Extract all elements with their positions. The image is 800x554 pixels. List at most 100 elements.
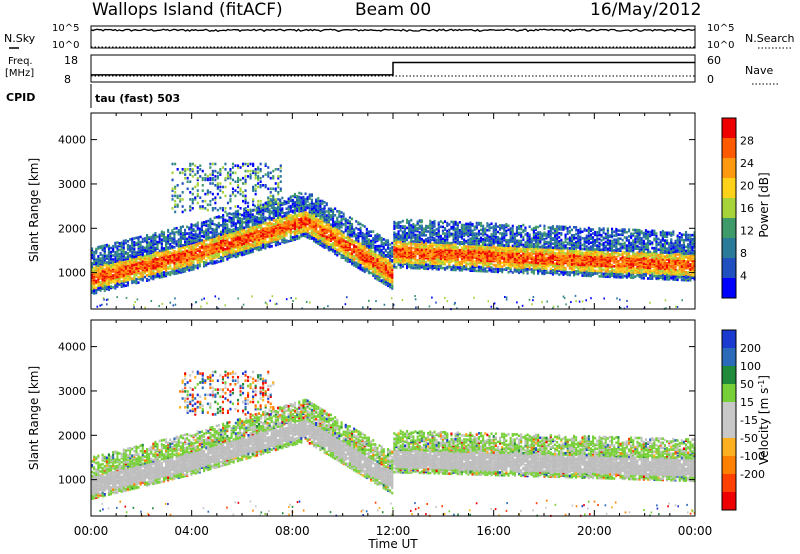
power-cell [340,211,343,214]
power-cell [429,262,432,265]
power-cell [382,278,385,281]
power-cell [281,202,284,205]
power-cell [156,240,159,244]
power-cell [427,239,430,243]
power-cell [141,252,144,255]
power-cell [509,264,512,268]
power-cell [425,242,428,245]
power-cell [129,278,132,281]
power-cell [310,200,313,203]
power-cell [317,197,320,200]
power-cell [171,251,174,255]
power-cell [391,277,394,281]
power-cell [232,233,235,237]
power-cell [152,267,155,270]
power-cell [323,227,326,231]
power-cell [101,287,104,290]
power-cell [293,204,296,208]
power-cell [401,261,404,264]
power-cell [116,245,119,248]
power-cell [367,262,370,265]
power-cell [437,221,440,224]
power-cell [435,231,438,235]
power-cell [389,249,392,253]
power-cell [475,265,478,269]
power-cell [228,218,231,222]
power-cell [353,264,356,267]
power-cell [325,214,328,217]
power-cell [277,235,280,238]
power-cell [492,234,495,238]
power-cell [285,202,288,205]
power-cell [190,248,193,252]
power-cell [243,230,246,234]
power-cell [344,228,347,231]
power-cell [99,282,102,286]
power-cell [213,248,216,252]
power-cell [298,223,301,227]
power-cell [359,230,362,234]
power-cell [270,217,273,220]
power-cell [458,255,461,259]
power-cell [93,285,96,288]
power-cell [160,247,163,251]
power-cell [95,251,98,255]
power-cell [317,210,320,213]
power-cell [490,249,493,252]
power-cell [93,280,96,283]
power-cell [124,260,127,264]
noise-right-tick-top: 10^5 [707,23,734,34]
nave-right-tick-top: 60 [707,54,721,67]
power-cell [262,238,265,241]
power-cell [162,235,165,238]
power-cell [406,266,409,270]
power-cell [367,231,370,235]
power-cell [336,249,339,253]
power-cell [196,254,199,258]
power-cell [452,244,455,248]
power-cell [414,264,417,267]
power-cell [156,260,159,264]
power-cell [129,244,132,248]
power-cell [190,231,193,234]
power-cell [220,241,223,244]
power-cell [469,228,472,231]
power-cell [391,247,394,250]
power-cell [465,245,468,248]
power-cell [384,280,387,284]
power-cell [198,247,201,251]
power-cell [372,266,375,269]
power-cell [389,284,392,288]
power-cell [247,241,250,244]
power-cell [217,236,220,240]
power-cell [325,216,328,220]
power-cell [441,221,444,225]
power-cell [120,254,123,258]
power-cell [141,248,144,251]
power-cell [251,213,254,216]
power-cell [429,258,432,261]
power-cell [427,236,430,240]
power-cell [473,240,476,243]
power-cell [116,241,119,244]
power-cell [380,279,383,282]
power-cell [192,224,195,227]
power-cell [105,254,108,257]
power-cell [484,251,487,254]
power-cell [353,234,356,238]
power-cell [444,256,447,259]
power-cell [469,265,472,268]
power-cell [448,223,451,226]
power-cell [513,264,516,268]
power-cell [494,222,497,226]
power-cell [325,238,328,241]
power-cell [414,233,417,237]
power-cell [186,225,189,229]
power-cell [179,225,182,229]
power-cell [131,248,134,251]
power-cell [107,273,110,277]
power-cell [317,205,320,208]
power-cell [243,249,246,252]
power-cell [501,268,504,271]
power-cell [239,253,242,256]
